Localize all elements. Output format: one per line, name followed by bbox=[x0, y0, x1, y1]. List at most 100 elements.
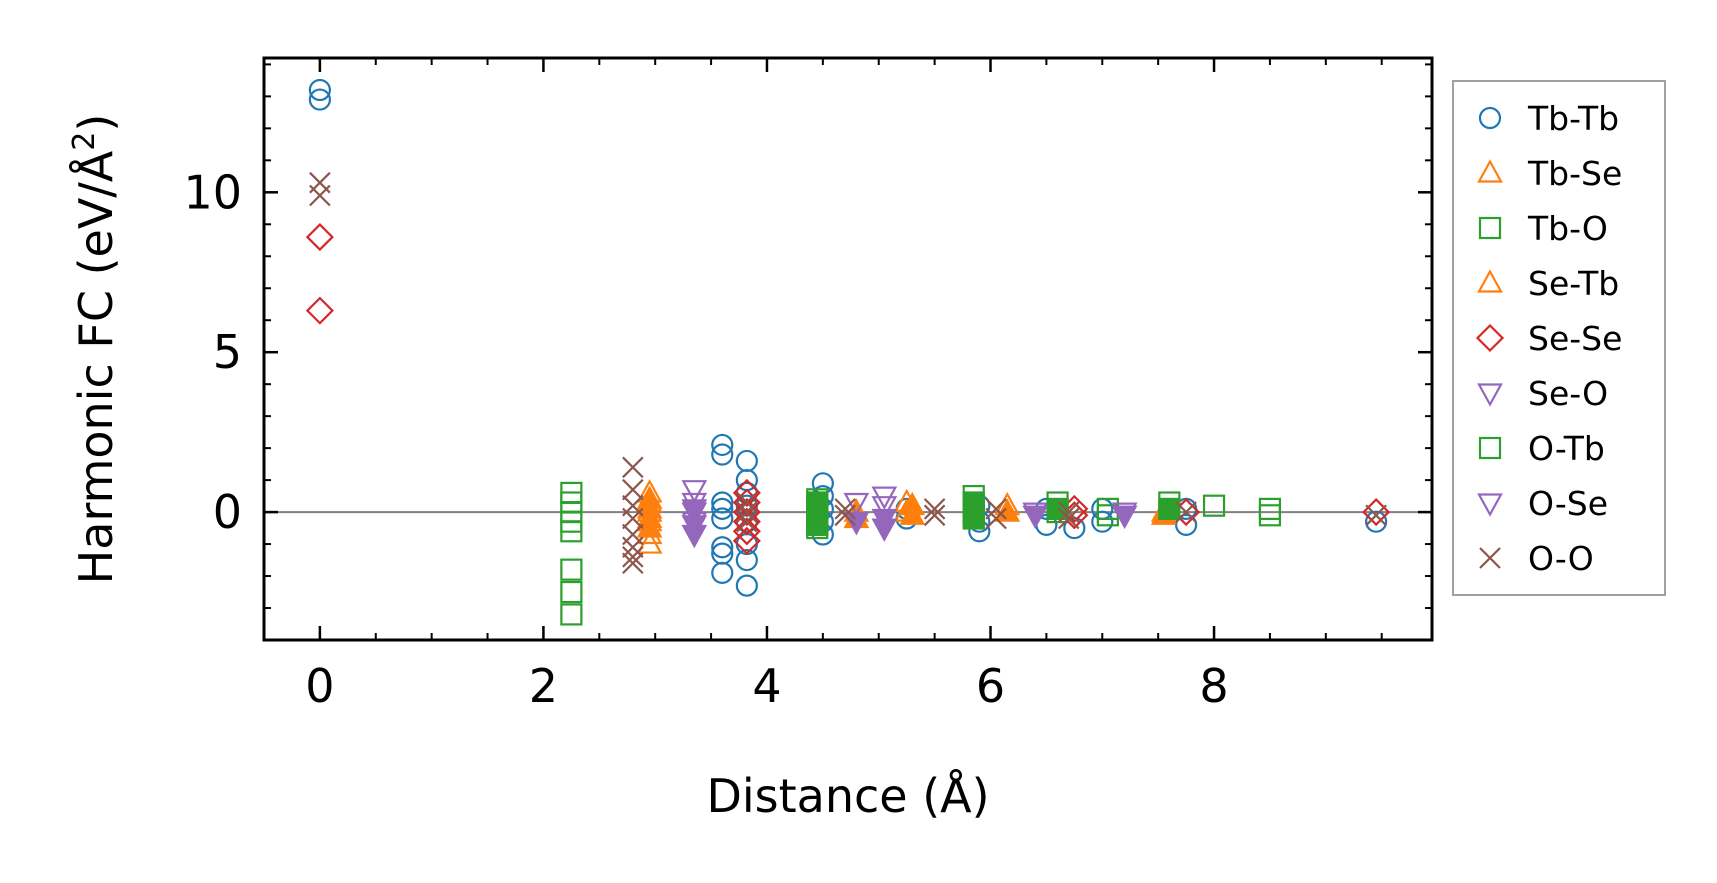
legend-item: Tb-Se bbox=[1477, 154, 1622, 193]
legend-label: Tb-O bbox=[1527, 209, 1608, 248]
legend-label: Se-Tb bbox=[1528, 264, 1619, 303]
legend-item: Tb-O bbox=[1478, 209, 1608, 248]
data-point bbox=[923, 504, 946, 527]
data-point bbox=[732, 507, 761, 536]
data-point bbox=[732, 517, 761, 546]
legend-marker bbox=[1478, 216, 1502, 240]
data-point bbox=[622, 507, 644, 530]
data-point bbox=[308, 88, 331, 111]
data-point bbox=[834, 498, 856, 520]
data-point bbox=[681, 524, 708, 549]
x-axis-label: Distance (Å) bbox=[706, 769, 989, 823]
legend-marker bbox=[1478, 436, 1502, 460]
axes: 0 2 4 6 8 0 5 10 bbox=[183, 56, 1434, 713]
y-tick-label: 5 bbox=[213, 325, 242, 379]
plot-area bbox=[264, 78, 1432, 626]
data-point bbox=[732, 498, 761, 527]
data-point bbox=[622, 456, 644, 479]
legend-item: Tb-Tb bbox=[1478, 99, 1619, 138]
data-point bbox=[1111, 505, 1138, 530]
legend-marker bbox=[1478, 106, 1502, 130]
data-point bbox=[871, 518, 898, 542]
legend-item: Se-O bbox=[1477, 374, 1608, 413]
data-point bbox=[1158, 497, 1181, 520]
data-point bbox=[1022, 505, 1049, 530]
data-point bbox=[636, 530, 663, 554]
x-tick-label: 0 bbox=[305, 659, 334, 713]
legend-item: O-Se bbox=[1477, 484, 1608, 523]
plot-frame bbox=[262, 56, 1434, 642]
data-point bbox=[732, 478, 761, 507]
data-point bbox=[308, 78, 331, 102]
data-point bbox=[735, 574, 758, 597]
y-axis-label-superscript: 2 bbox=[67, 132, 102, 151]
data-point bbox=[985, 498, 1007, 520]
series-o-o bbox=[309, 171, 1387, 575]
data-point bbox=[1046, 497, 1069, 520]
data-point bbox=[636, 514, 663, 538]
legend-label: Se-Se bbox=[1528, 319, 1622, 358]
legend-marker bbox=[1477, 269, 1503, 293]
data-point bbox=[736, 501, 758, 523]
data-point bbox=[834, 504, 856, 527]
legend-label: Tb-Se bbox=[1527, 154, 1622, 193]
data-point bbox=[843, 512, 870, 536]
legend-label: O-Tb bbox=[1528, 429, 1605, 468]
data-point bbox=[711, 507, 734, 530]
y-tick-label: 10 bbox=[183, 165, 242, 219]
data-point bbox=[732, 488, 761, 517]
data-point bbox=[871, 496, 898, 520]
data-point bbox=[962, 507, 985, 530]
data-point bbox=[681, 480, 708, 504]
legend: Tb-Tb Tb-Se Tb-O Se-Tb Se-Se Se-O O-Tb O-Se O-O bbox=[1452, 80, 1666, 596]
data-point bbox=[309, 184, 331, 207]
data-point bbox=[806, 513, 829, 536]
data-point bbox=[622, 536, 644, 559]
data-point bbox=[711, 497, 734, 520]
x-tick-label: 6 bbox=[976, 659, 1005, 713]
legend-label: Tb-Tb bbox=[1527, 99, 1619, 138]
data-point bbox=[560, 558, 583, 581]
data-point bbox=[735, 449, 758, 473]
data-point bbox=[711, 536, 734, 559]
legend-marker bbox=[1477, 159, 1503, 183]
y-axis-label-main: Harmonic FC (eV/Å bbox=[69, 150, 123, 584]
data-point bbox=[560, 580, 583, 604]
data-point bbox=[923, 498, 946, 520]
legend-marker bbox=[1475, 323, 1505, 353]
data-point bbox=[305, 223, 334, 252]
data-point bbox=[994, 498, 1021, 522]
data-point bbox=[735, 548, 758, 572]
data-point bbox=[622, 546, 644, 568]
x-tick-label: 4 bbox=[752, 659, 781, 713]
series-se-se bbox=[305, 223, 1391, 555]
data-point bbox=[1091, 510, 1114, 533]
y-axis-label: Harmonic FC (eV/Å2) bbox=[67, 114, 123, 585]
legend-label: O-Se bbox=[1528, 484, 1608, 523]
data-point bbox=[560, 520, 583, 543]
data-point bbox=[622, 478, 644, 501]
y-tick-label: 0 bbox=[213, 485, 242, 539]
legend-item: O-Tb bbox=[1478, 429, 1605, 468]
series-o-tb bbox=[806, 491, 1181, 536]
data-point bbox=[305, 296, 334, 325]
data-point bbox=[1202, 494, 1226, 517]
legend-marker bbox=[1477, 383, 1503, 407]
data-point bbox=[711, 433, 734, 457]
legend-label: Se-O bbox=[1528, 374, 1608, 413]
data-point bbox=[736, 510, 758, 533]
y-axis-label-close: ) bbox=[69, 114, 123, 132]
data-point bbox=[732, 526, 761, 555]
data-point bbox=[1057, 507, 1080, 530]
data-point bbox=[1365, 504, 1387, 527]
legend-item: Se-Tb bbox=[1477, 264, 1619, 303]
series-o-se bbox=[681, 499, 1138, 549]
data-point bbox=[736, 491, 758, 514]
legend-item: O-O bbox=[1479, 539, 1594, 578]
data-point bbox=[711, 491, 734, 514]
legend-label: O-O bbox=[1528, 539, 1594, 578]
data-point bbox=[560, 603, 583, 626]
data-point bbox=[711, 561, 734, 584]
x-tick-label: 8 bbox=[1199, 659, 1228, 713]
